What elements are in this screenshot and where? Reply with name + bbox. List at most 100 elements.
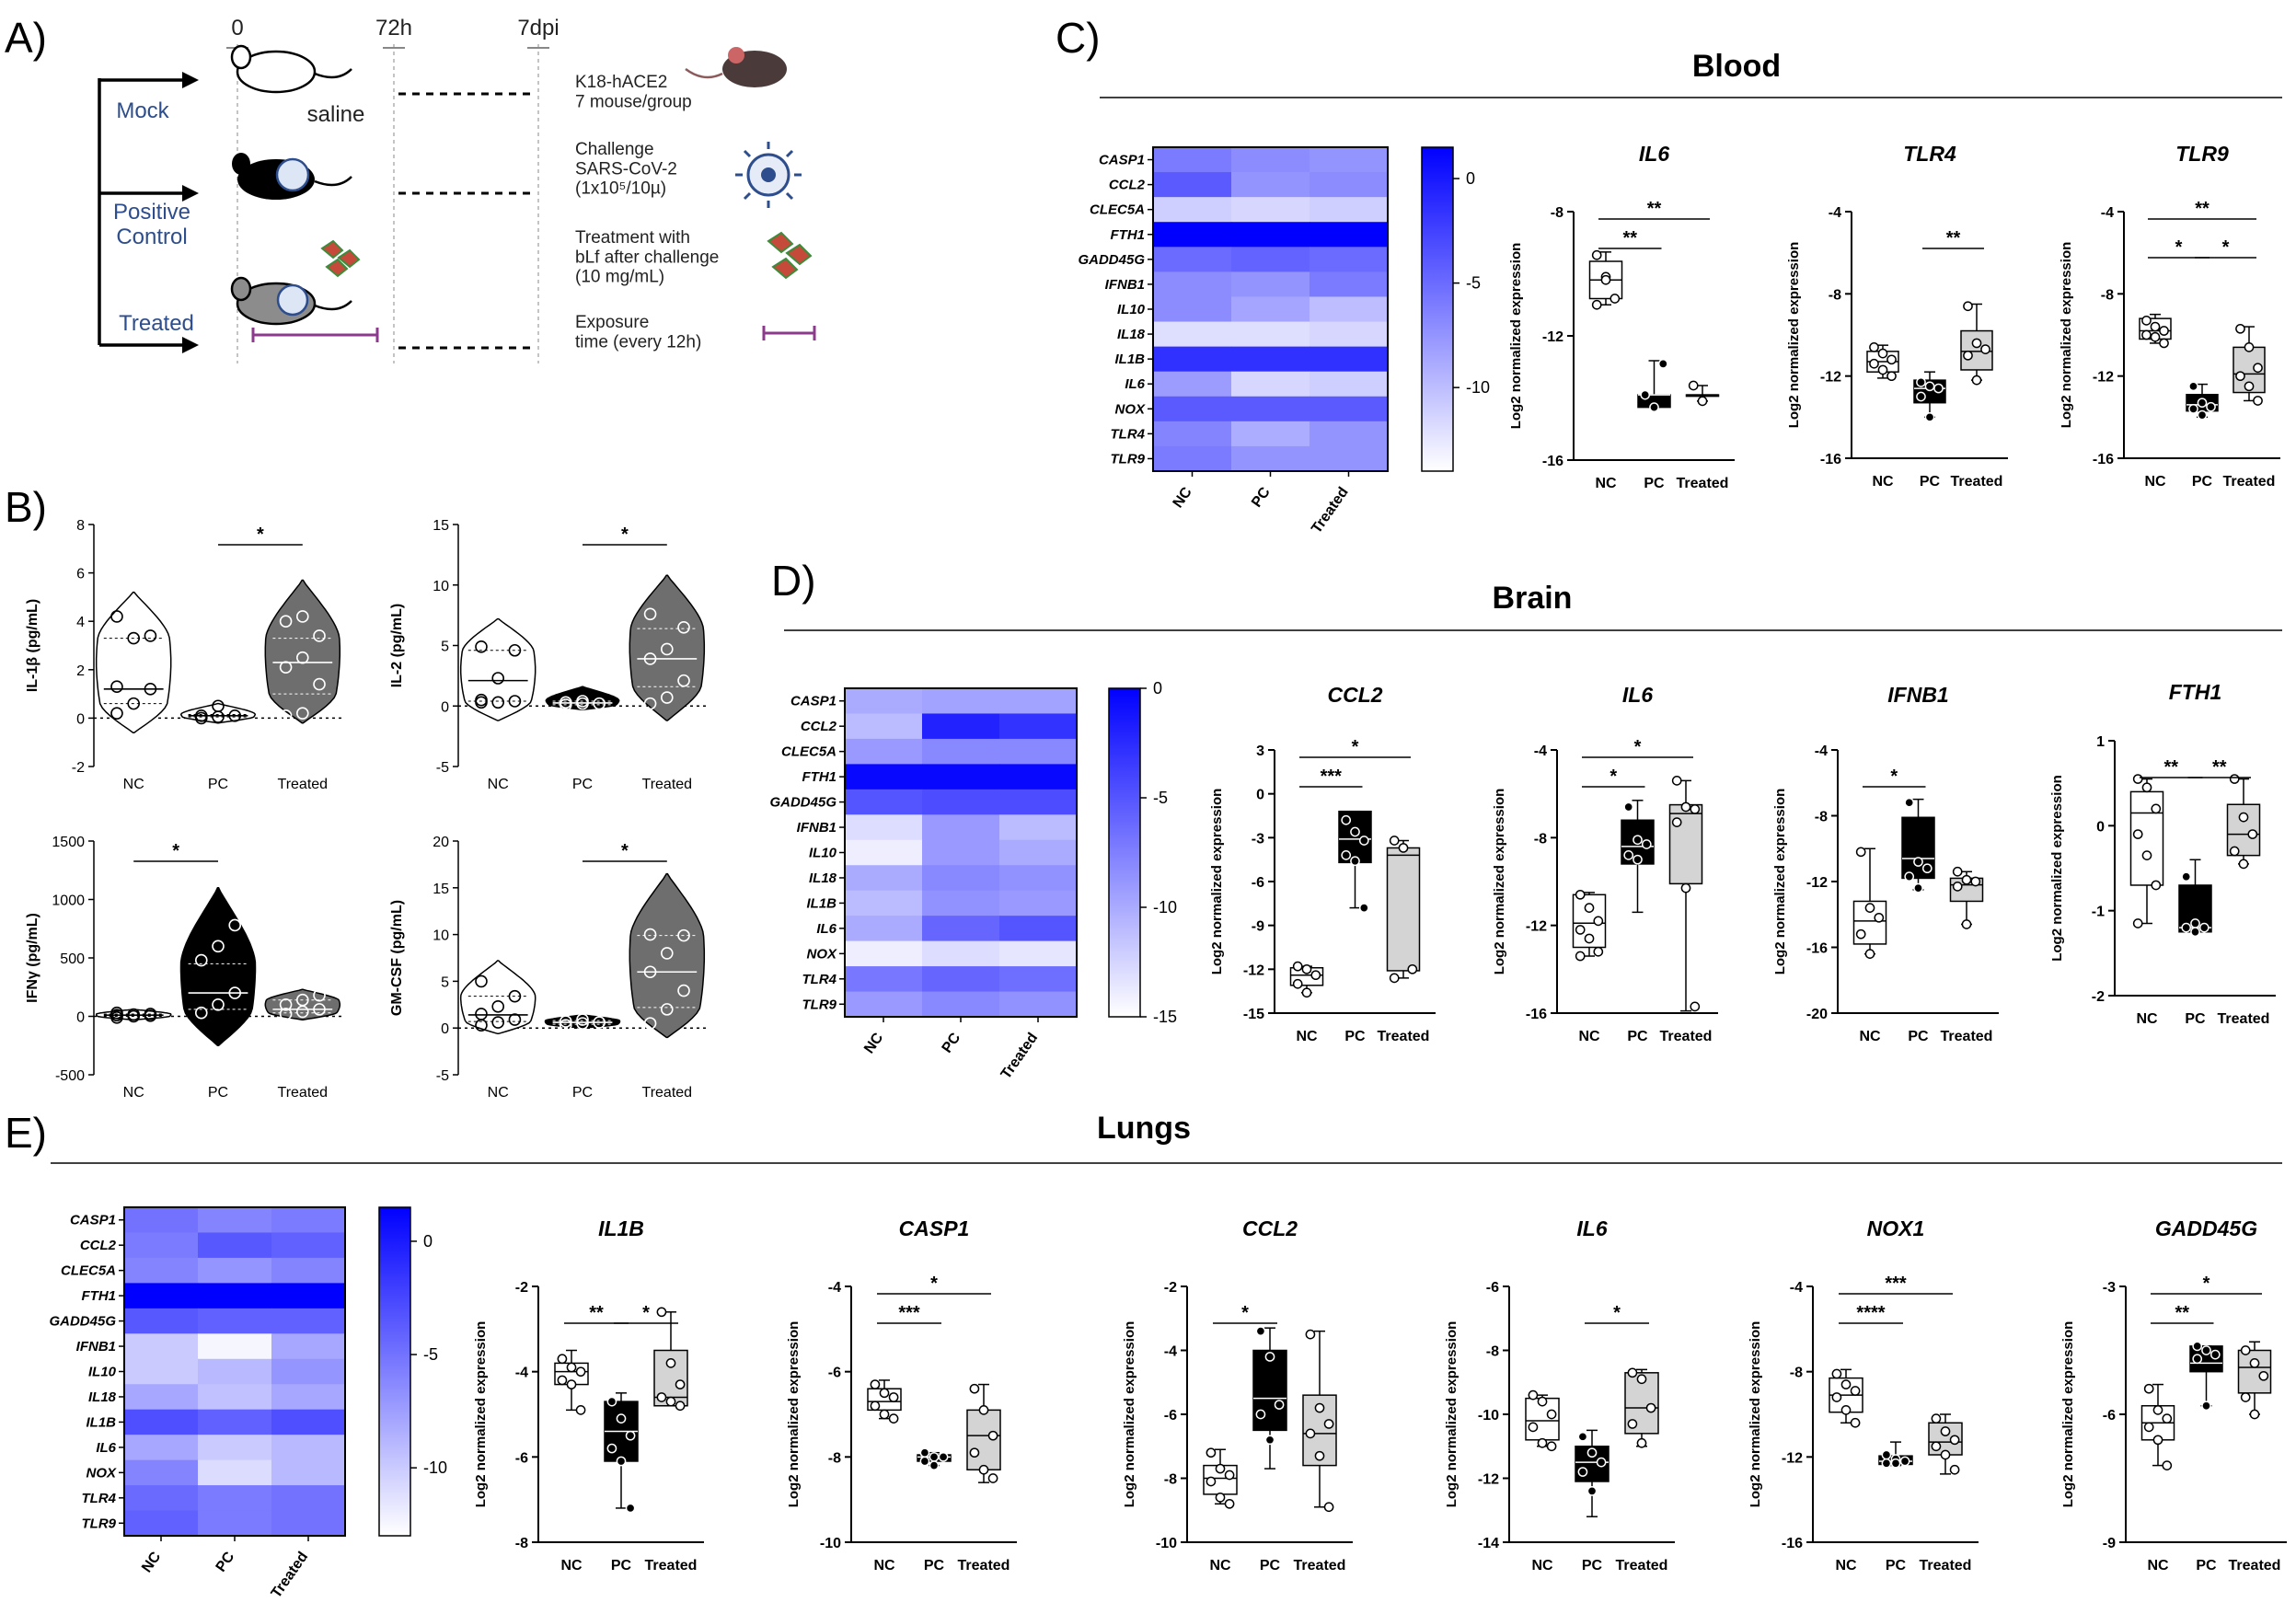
arrowhead-treated bbox=[182, 337, 199, 353]
data-point bbox=[1584, 933, 1595, 944]
heatmap-cell bbox=[198, 1358, 272, 1385]
gene-label: IL18 bbox=[88, 1389, 117, 1405]
data-point bbox=[2159, 326, 2169, 336]
violin-nc bbox=[459, 617, 537, 721]
data-point bbox=[2159, 338, 2169, 349]
y-tick-label: -4 bbox=[828, 1280, 841, 1296]
box-pc bbox=[2178, 859, 2212, 938]
colorbar-tick-label: -10 bbox=[423, 1458, 447, 1477]
data-point bbox=[2143, 1383, 2154, 1394]
gene-label: TLR4 bbox=[802, 972, 837, 987]
data-point bbox=[660, 1003, 674, 1016]
x-tick-label: PC bbox=[1886, 1558, 1907, 1574]
data-point bbox=[2244, 342, 2255, 352]
heatmap-cell bbox=[1310, 222, 1389, 248]
heatmap-cell bbox=[1153, 445, 1232, 472]
data-point bbox=[1301, 987, 1312, 998]
data-point bbox=[625, 1503, 636, 1514]
data-point bbox=[1636, 1374, 1647, 1385]
virus-icon bbox=[735, 142, 802, 208]
data-point bbox=[656, 1392, 667, 1402]
x-tick-label: NC bbox=[2144, 474, 2166, 490]
x-tick-label: PC bbox=[2196, 1558, 2217, 1574]
colorbar bbox=[1108, 687, 1141, 1018]
y-tick-label: -2 bbox=[1164, 1280, 1177, 1296]
column-label: PC bbox=[940, 1030, 964, 1055]
y-tick-label: -12 bbox=[1820, 370, 1841, 386]
y-tick-label: 5 bbox=[441, 974, 449, 990]
heatmap-cell bbox=[198, 1232, 272, 1259]
heatmap-cell bbox=[198, 1510, 272, 1537]
data-point bbox=[508, 1013, 522, 1026]
data-point bbox=[2253, 396, 2263, 406]
data-point bbox=[1904, 797, 1915, 808]
y-tick-label: -8 bbox=[1551, 205, 1563, 221]
data-point bbox=[969, 1383, 980, 1394]
data-point bbox=[557, 1375, 568, 1386]
data-point bbox=[1633, 854, 1643, 865]
box-pc bbox=[1878, 1441, 1913, 1469]
y-tick-label: 0 bbox=[441, 699, 449, 715]
data-point bbox=[1890, 1458, 1901, 1469]
y-tick-label: 0 bbox=[441, 1021, 449, 1037]
significance-stars: ** bbox=[2195, 199, 2209, 219]
gene-label: GADD45G bbox=[49, 1314, 116, 1330]
data-point bbox=[228, 986, 242, 999]
data-point bbox=[1623, 850, 1634, 860]
y-tick-label: -5 bbox=[436, 760, 449, 776]
heatmap-cell bbox=[124, 1283, 199, 1309]
heatmap-cell bbox=[124, 1485, 199, 1512]
heatmap-cell bbox=[1310, 445, 1389, 472]
data-point bbox=[1904, 871, 1915, 882]
heatmap-cell bbox=[1310, 147, 1389, 173]
chart-b-ifng: -500 0 500 1000 1500 IFNγ (pg/mL) NC PC Treated * bbox=[25, 835, 342, 1101]
section-title-blood: Blood bbox=[1692, 49, 1781, 84]
x-tick-label: Treated bbox=[1378, 1029, 1430, 1044]
y-axis-label: Log2 normalized expression bbox=[1786, 242, 1802, 429]
x-tick-label: NC bbox=[1595, 476, 1617, 491]
column-label: Treated bbox=[1309, 485, 1352, 536]
data-point bbox=[1952, 882, 1963, 892]
data-point bbox=[643, 1017, 657, 1030]
y-tick-label: -9 bbox=[1252, 919, 1264, 935]
y-tick-label: -8 bbox=[515, 1536, 528, 1551]
y-tick-label: 10 bbox=[433, 579, 449, 594]
data-point bbox=[1881, 1449, 1892, 1460]
heatmap-cell bbox=[124, 1384, 199, 1411]
data-point bbox=[1961, 874, 1972, 885]
heatmap-cell bbox=[922, 738, 1000, 765]
heatmap-cell bbox=[1231, 222, 1310, 248]
data-point bbox=[2197, 409, 2208, 421]
heatmap-cell bbox=[1231, 172, 1310, 198]
chart-c-tlr4: -4 -8 -12 -16 TLR4 Log2 normalized expression… bbox=[1786, 142, 2008, 490]
x-tick-label: NC bbox=[1578, 1029, 1600, 1044]
data-point bbox=[969, 1447, 980, 1458]
data-point bbox=[279, 709, 293, 722]
data-point bbox=[919, 1456, 930, 1467]
heatmap-cell bbox=[922, 916, 1000, 942]
data-point bbox=[1963, 301, 1973, 312]
violin-treated bbox=[629, 574, 706, 721]
box-treated bbox=[1960, 301, 1993, 386]
data-point bbox=[1850, 1417, 1861, 1428]
data-point bbox=[1398, 843, 1409, 853]
data-point bbox=[110, 680, 123, 694]
data-point bbox=[1546, 1441, 1557, 1452]
data-point bbox=[2240, 1392, 2251, 1402]
data-point bbox=[1255, 1326, 1266, 1337]
box bbox=[1386, 847, 1421, 972]
box-pc bbox=[1901, 797, 1935, 893]
heatmap-cell bbox=[1231, 296, 1310, 323]
data-point bbox=[1940, 1426, 1951, 1436]
y-tick-label: -8 bbox=[2101, 287, 2114, 303]
data-point bbox=[2143, 1422, 2154, 1433]
data-point bbox=[987, 1430, 998, 1441]
data-point bbox=[1680, 801, 1691, 813]
data-point bbox=[593, 1016, 606, 1029]
data-point bbox=[1963, 350, 1973, 361]
heatmap-cell bbox=[124, 1358, 199, 1385]
box-treated bbox=[653, 1307, 688, 1412]
heatmap-cell bbox=[999, 738, 1078, 765]
heatmap-cell bbox=[198, 1435, 272, 1461]
